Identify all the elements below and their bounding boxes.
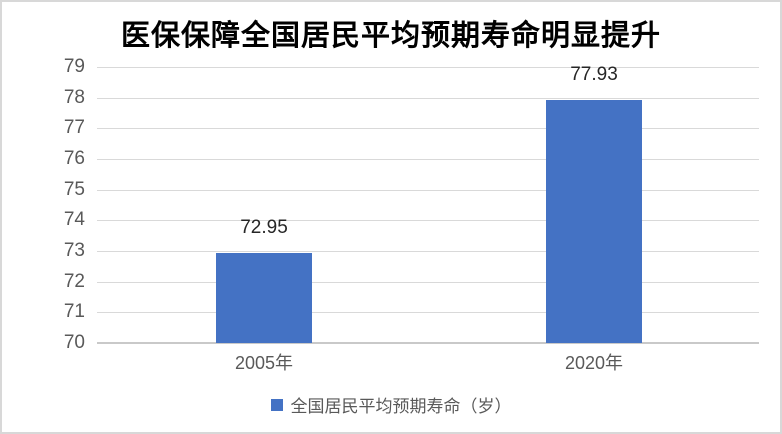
gridline-72 — [97, 281, 759, 283]
gridline-77 — [97, 128, 759, 130]
y-axis-tick-77: 77 — [63, 117, 85, 139]
y-axis-tick-78: 78 — [63, 86, 85, 108]
bar-1 — [546, 99, 642, 343]
gridline-76 — [97, 159, 759, 160]
gridline-75 — [97, 189, 759, 191]
value-label-0: 72.95 — [240, 216, 288, 238]
legend-label: 全国居民平均预期寿命（岁） — [290, 397, 512, 416]
gridline-70 — [97, 342, 759, 344]
gridline-73 — [97, 251, 759, 252]
gridline-79 — [97, 67, 759, 68]
y-axis-tick-73: 73 — [63, 240, 85, 261]
bar-0 — [216, 252, 312, 343]
legend: 全国居民平均预期寿命（岁） — [2, 392, 780, 417]
y-axis-tick-70: 70 — [63, 332, 85, 353]
x-axis-tick-0: 2005年 — [234, 353, 294, 373]
gridline-78 — [97, 97, 759, 99]
y-axis-tick-75: 75 — [63, 178, 85, 200]
y-axis-tick-72: 72 — [63, 270, 85, 292]
value-label-1: 77.93 — [570, 63, 618, 85]
gridline-71 — [97, 312, 759, 314]
y-axis-tick-79: 79 — [63, 56, 85, 77]
gridline-74 — [97, 220, 759, 222]
chart-title: 医保保障全国居民平均预期寿命明显提升 — [120, 20, 661, 52]
y-axis-tick-74: 74 — [63, 209, 85, 231]
x-axis-tick-1: 2020年 — [564, 353, 624, 373]
y-axis-tick-71: 71 — [63, 301, 85, 323]
y-axis-tick-76: 76 — [63, 148, 85, 169]
legend-swatch — [270, 398, 283, 411]
